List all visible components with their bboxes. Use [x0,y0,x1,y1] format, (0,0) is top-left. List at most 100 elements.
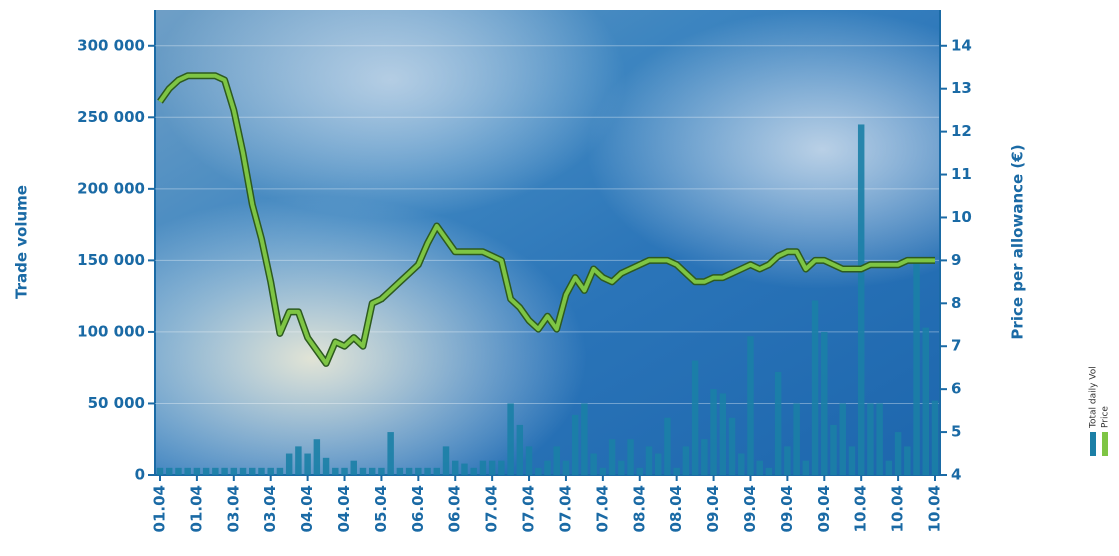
bar [516,424,524,475]
bar [654,453,662,475]
legend-label: Price [1101,406,1111,428]
bar [267,467,274,475]
bar [774,371,782,475]
bar [931,400,939,475]
y-tick-label: 0 [135,466,145,484]
bar [627,439,634,475]
bar [811,300,819,475]
y2-tick-label: 12 [951,122,972,140]
bar [249,467,256,475]
y2-tick-label: 7 [951,337,961,355]
bar [488,460,496,475]
bar [747,336,754,475]
bar [876,403,883,475]
bar [867,403,874,475]
bar [461,463,468,475]
bar [258,467,265,475]
bar [765,467,773,475]
bar [415,467,422,475]
bar [913,260,920,475]
bar [571,414,579,475]
bar [470,467,477,475]
bar [645,446,653,475]
bar [894,432,902,475]
bar [848,446,856,475]
sky-background [155,10,940,475]
legend-swatch [1090,432,1096,456]
bar [276,467,284,475]
bar [378,467,385,475]
bar [165,467,173,475]
x-tick-label: 04.04 [335,485,353,532]
x-tick-label: 09.04 [815,485,833,532]
bar [701,439,708,475]
bar [396,467,404,475]
x-tick-label: 07.04 [556,485,574,532]
x-tick-label: 03.04 [261,485,279,532]
bar [784,446,791,475]
bar [322,457,330,475]
y-tick-label: 300 000 [77,36,145,54]
x-tick-label: 04.04 [298,485,316,532]
y-tick-label: 50 000 [88,394,145,412]
bar [221,467,228,475]
bar [821,331,828,475]
bar [498,460,505,475]
y2-tick-label: 13 [951,79,972,97]
line [158,73,935,366]
bar [368,467,376,475]
bar [175,467,182,475]
bar [590,453,597,475]
x-tick-label: 08.04 [630,485,648,532]
bar [230,467,238,475]
y2-tick-label: 10 [951,208,972,226]
legend-swatch [1102,432,1108,456]
x-tick-label: 07.04 [520,485,538,532]
bar [904,446,911,475]
bar [636,467,643,475]
bar [442,446,450,475]
bar [239,467,247,475]
bar [184,467,191,475]
x-tick-label: 08.04 [667,485,685,532]
bar [738,453,745,475]
bar [839,403,846,475]
bar [682,446,690,475]
bar [857,124,865,475]
x-tick-label: 06.04 [446,485,464,532]
bar [433,467,441,475]
y-tick-label: 150 000 [77,251,145,269]
x-tick-label: 05.04 [372,485,390,532]
x-tick-label: 07.04 [593,485,611,532]
bar [350,460,357,475]
bar [599,467,607,475]
bar [664,417,671,475]
y-tick-label: 250 000 [77,108,145,126]
x-tick-label: 10.04 [889,485,907,532]
y2-tick-label: 11 [951,165,972,183]
bar [507,403,514,475]
x-tick-label: 01.04 [151,485,169,532]
x-tick-label: 09.04 [778,485,796,532]
y2-tick-label: 4 [951,466,961,484]
bar [922,327,930,475]
y2-tick-label: 5 [951,423,961,441]
y-tick-label: 100 000 [77,322,145,340]
y2-tick-label: 9 [951,251,961,269]
x-tick-label: 09.04 [741,485,759,532]
bar [359,467,367,475]
x-tick-label: 03.04 [224,485,242,532]
bar [452,460,459,475]
bar [553,446,560,475]
x-tick-label: 10.04 [852,485,870,532]
bar [728,417,736,475]
x-tick-label: 01.04 [187,485,205,532]
bar [608,439,616,475]
x-tick-label: 06.04 [409,485,427,532]
bar [710,389,717,475]
bar [756,460,763,475]
bar [193,467,201,475]
bar [295,446,302,475]
bar [202,467,210,475]
